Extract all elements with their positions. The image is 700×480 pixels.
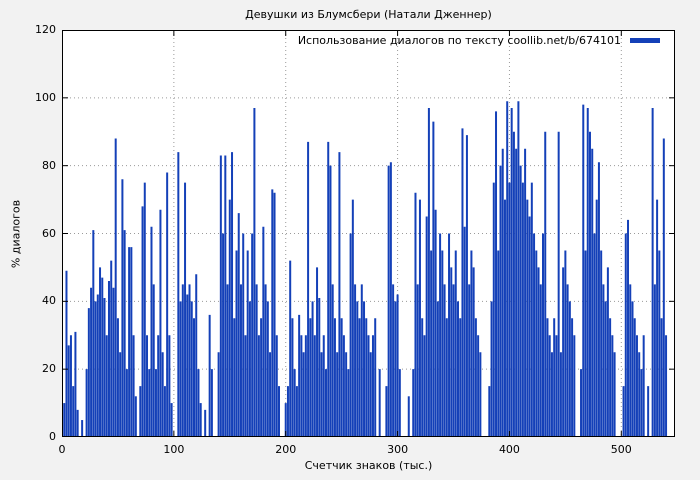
legend-label: Использование диалогов по тексту coollib… xyxy=(297,34,621,47)
legend-swatch xyxy=(630,38,660,43)
plot-area xyxy=(62,30,675,437)
x-tick-label: 500 xyxy=(610,443,632,456)
chart-title: Девушки из Блумсбери (Натали Дженнер) xyxy=(245,8,492,21)
y-tick-label: 40 xyxy=(42,294,56,308)
y-tick-label: 60 xyxy=(42,226,56,240)
legend: Использование диалогов по тексту coollib… xyxy=(298,34,660,47)
y-tick-label: 80 xyxy=(42,158,56,172)
y-tick-label: 20 xyxy=(42,362,56,376)
x-tick-label: 0 xyxy=(58,443,66,456)
x-tick-label: 200 xyxy=(275,443,297,456)
x-tick-label: 400 xyxy=(498,443,520,456)
x-tick-label: 300 xyxy=(387,443,409,456)
x-tick-label: 100 xyxy=(163,443,185,456)
y-tick-label: 0 xyxy=(49,430,56,443)
y-tick-label: 100 xyxy=(35,90,56,104)
y-tick-label: 120 xyxy=(35,23,56,36)
x-axis-label: Счетчик знаков (тыс.) xyxy=(304,459,433,472)
